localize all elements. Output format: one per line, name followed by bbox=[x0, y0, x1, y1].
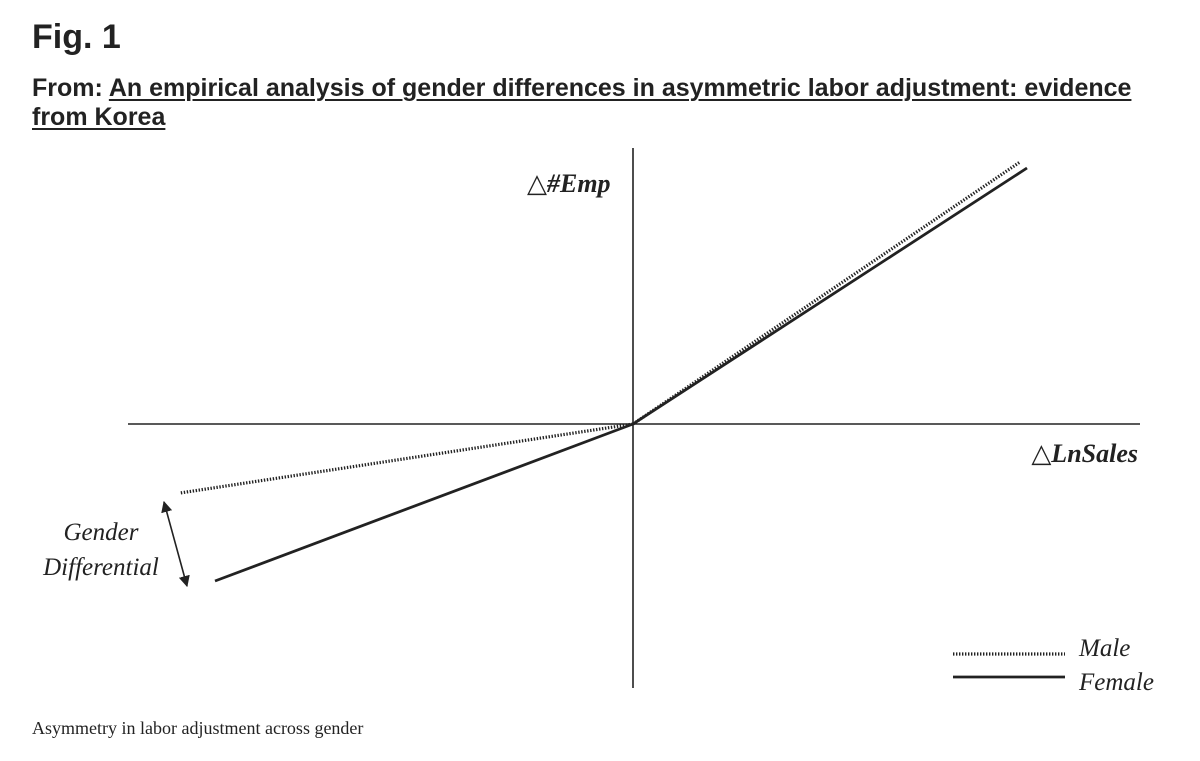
source-line: From: An empirical analysis of gender di… bbox=[32, 74, 1132, 132]
annotation-line-2: Differential bbox=[42, 554, 159, 581]
annotation-line-1: Gender bbox=[64, 519, 139, 546]
gender-differential-arrow bbox=[161, 500, 190, 588]
legend-male-label: Male bbox=[1078, 635, 1130, 662]
legend: Male Female bbox=[953, 635, 1154, 696]
legend-female-label: Female bbox=[1078, 669, 1154, 696]
figure-number: Fig. 1 bbox=[32, 18, 121, 56]
figure-caption: Asymmetry in labor adjustment across gen… bbox=[32, 718, 364, 738]
y-axis-label: △#Emp bbox=[527, 169, 611, 198]
from-label: From: bbox=[32, 74, 103, 102]
female-line-positive bbox=[632, 166, 1028, 426]
article-title-link[interactable]: An empirical analysis of gender differen… bbox=[32, 74, 1132, 131]
male-line-positive bbox=[632, 160, 1021, 426]
x-axis-label: △LnSales bbox=[1031, 439, 1138, 468]
female-line-negative bbox=[214, 422, 634, 583]
male-line-negative bbox=[179, 422, 634, 495]
